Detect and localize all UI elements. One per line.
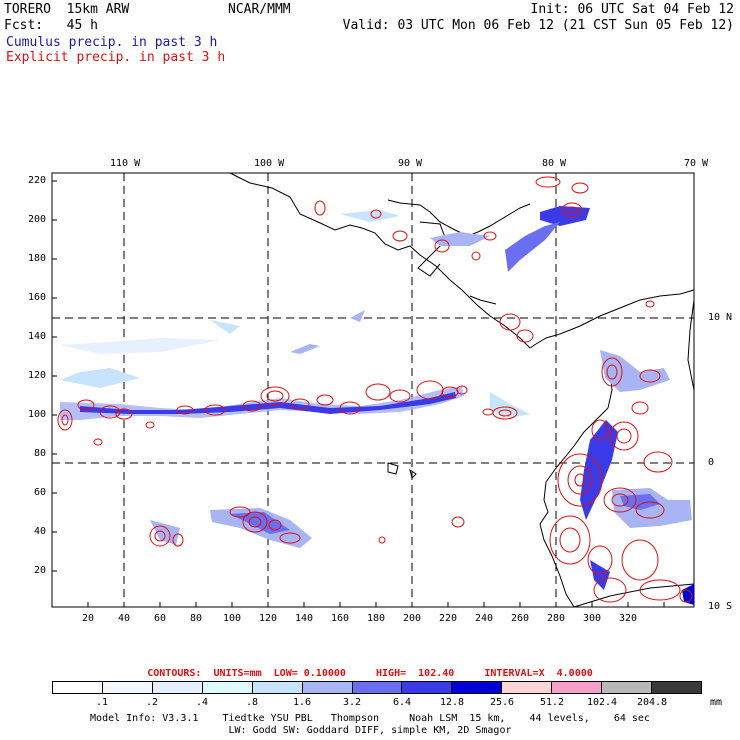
y-tick-label: 40 bbox=[34, 526, 47, 537]
colorbar-cell bbox=[202, 682, 253, 693]
y-tick-label: 20 bbox=[34, 565, 47, 576]
colorbar-cell bbox=[53, 682, 103, 693]
colorbar-cell bbox=[302, 682, 353, 693]
colorbar-cell bbox=[602, 682, 653, 693]
colorbar-cell bbox=[402, 682, 453, 693]
colorbar-label: .2 bbox=[145, 697, 159, 708]
y-tick-label: 200 bbox=[28, 214, 47, 225]
model-info: Model Info: V3.3.1 Tiedtke YSU PBL Thomp… bbox=[90, 713, 650, 724]
cumulus-legend: Cumulus precip. in past 3 h bbox=[6, 35, 218, 50]
colorbar-cell bbox=[352, 682, 403, 693]
cumulus-precip bbox=[60, 206, 694, 605]
map-frame bbox=[51, 172, 695, 608]
forecast-hour: Fcst: 45 h bbox=[4, 18, 98, 33]
x-ticks bbox=[87, 602, 665, 607]
x-tick-label: 200 bbox=[403, 613, 422, 624]
lat-label-10n: 10 N bbox=[708, 312, 733, 323]
colorbar-cell bbox=[502, 682, 553, 693]
colorbar-cell bbox=[452, 682, 503, 693]
colorbar-label: 102.4 bbox=[586, 697, 618, 708]
colorbar-label: .1 bbox=[95, 697, 109, 708]
explicit-precip bbox=[57, 176, 693, 603]
lon-label-80w: 80 W bbox=[542, 158, 567, 169]
model-title: TORERO 15km ARW bbox=[4, 2, 130, 17]
init-time: Init: 06 UTC Sat 04 Feb 12 bbox=[530, 2, 735, 17]
valid-time: Valid: 03 UTC Mon 06 Feb 12 (21 CST Sun … bbox=[342, 18, 734, 33]
y-ticks bbox=[52, 180, 57, 572]
colorbar-label: 6.4 bbox=[392, 697, 412, 708]
lon-label-100w: 100 W bbox=[254, 158, 285, 169]
lon-label-110w: 110 W bbox=[110, 158, 141, 169]
explicit-legend: Explicit precip. in past 3 h bbox=[6, 50, 226, 65]
coastlines bbox=[229, 172, 695, 608]
colorbar-cell bbox=[552, 682, 603, 693]
colorbar-label: 51.2 bbox=[539, 697, 565, 708]
colorbar-cell bbox=[102, 682, 153, 693]
x-tick-label: 180 bbox=[367, 613, 386, 624]
x-tick-label: 160 bbox=[331, 613, 350, 624]
x-tick-label: 60 bbox=[154, 613, 167, 624]
x-tick-label: 140 bbox=[295, 613, 314, 624]
y-tick-label: 120 bbox=[28, 370, 47, 381]
x-tick-label: 20 bbox=[82, 613, 95, 624]
lat-label-10s: 10 S bbox=[708, 601, 733, 612]
model-info-physics: LW: Godd SW: Goddard DIFF, simple KM, 2D… bbox=[228, 725, 512, 736]
contour-info: CONTOURS: UNITS=mm LOW= 0.10000 HIGH= 10… bbox=[147, 668, 593, 679]
y-tick-label: 80 bbox=[34, 448, 47, 459]
colorbar-label: 12.8 bbox=[439, 697, 465, 708]
colorbar-unit: mm bbox=[710, 697, 723, 708]
y-tick-label: 140 bbox=[28, 331, 47, 342]
colorbar-label: .8 bbox=[245, 697, 259, 708]
x-tick-label: 40 bbox=[118, 613, 131, 624]
x-tick-label: 320 bbox=[619, 613, 638, 624]
y-tick-label: 60 bbox=[34, 487, 47, 498]
colorbar-label: 204.8 bbox=[636, 697, 668, 708]
y-tick-label: 160 bbox=[28, 292, 47, 303]
x-tick-label: 220 bbox=[439, 613, 458, 624]
x-tick-label: 260 bbox=[511, 613, 530, 624]
org-label: NCAR/MMM bbox=[228, 2, 291, 17]
colorbar-cell bbox=[652, 682, 701, 693]
lon-label-70w: 70 W bbox=[684, 158, 709, 169]
x-tick-label: 100 bbox=[223, 613, 242, 624]
colorbar-label: 1.6 bbox=[292, 697, 312, 708]
colorbar bbox=[52, 681, 702, 694]
x-tick-label: 120 bbox=[259, 613, 278, 624]
y-tick-label: 220 bbox=[28, 175, 47, 186]
colorbar-cell bbox=[252, 682, 303, 693]
y-tick-label: 100 bbox=[28, 409, 47, 420]
y-tick-label: 180 bbox=[28, 253, 47, 264]
precip-map bbox=[51, 172, 695, 608]
x-tick-label: 240 bbox=[475, 613, 494, 624]
x-tick-label: 80 bbox=[190, 613, 203, 624]
lat-label-0: 0 bbox=[708, 457, 715, 468]
colorbar-cell bbox=[152, 682, 203, 693]
colorbar-label: .4 bbox=[195, 697, 209, 708]
lon-label-90w: 90 W bbox=[398, 158, 423, 169]
colorbar-label: 25.6 bbox=[489, 697, 515, 708]
x-tick-label: 300 bbox=[583, 613, 602, 624]
colorbar-label: 3.2 bbox=[342, 697, 362, 708]
x-tick-label: 280 bbox=[547, 613, 566, 624]
